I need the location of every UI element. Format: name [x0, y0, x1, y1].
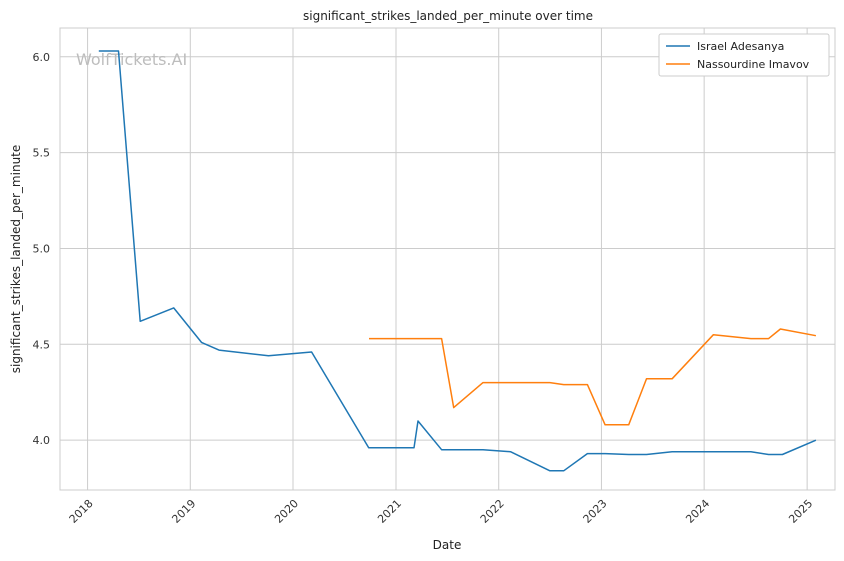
legend-label-nassourdine-imavov: Nassourdine Imavov	[697, 58, 810, 71]
series-layer	[98, 50, 817, 472]
y-tick-label: 4.0	[33, 434, 51, 447]
x-tick-label: 2021	[375, 497, 404, 526]
watermark: WolfTickets.AI	[76, 50, 187, 69]
x-tick-label: 2025	[786, 497, 815, 526]
x-tick-label: 2018	[67, 497, 96, 526]
y-tick-label: 5.5	[33, 147, 51, 160]
plot-area	[59, 27, 836, 491]
y-tick-label: 4.5	[33, 338, 51, 351]
y-tick-label: 6.0	[33, 51, 51, 64]
y-tick-labels: 4.0 4.5 5.0 5.5 6.0	[33, 51, 51, 447]
grid	[60, 28, 835, 490]
x-tick-label: 2024	[683, 497, 712, 526]
legend-label-israel-adesanya: Israel Adesanya	[697, 40, 784, 53]
chart-title: significant_strikes_landed_per_minute ov…	[303, 9, 593, 23]
series-line-israel-adesanya	[98, 50, 817, 472]
x-axis-label: Date	[433, 538, 462, 552]
x-tick-labels: 2018 2019 2020 2021 2022 2023 2024 2025	[67, 497, 816, 526]
x-tick-label: 2020	[272, 497, 301, 526]
legend: Israel Adesanya Nassourdine Imavov	[658, 33, 830, 77]
y-tick-label: 5.0	[33, 242, 51, 255]
x-tick-label: 2022	[478, 497, 507, 526]
x-tick-label: 2019	[169, 497, 198, 526]
x-tick-label: 2023	[581, 497, 610, 526]
y-axis-label: significant_strikes_landed_per_minute	[9, 145, 23, 374]
series-line-nassourdine-imavov	[369, 328, 817, 426]
legend-box	[658, 33, 830, 77]
